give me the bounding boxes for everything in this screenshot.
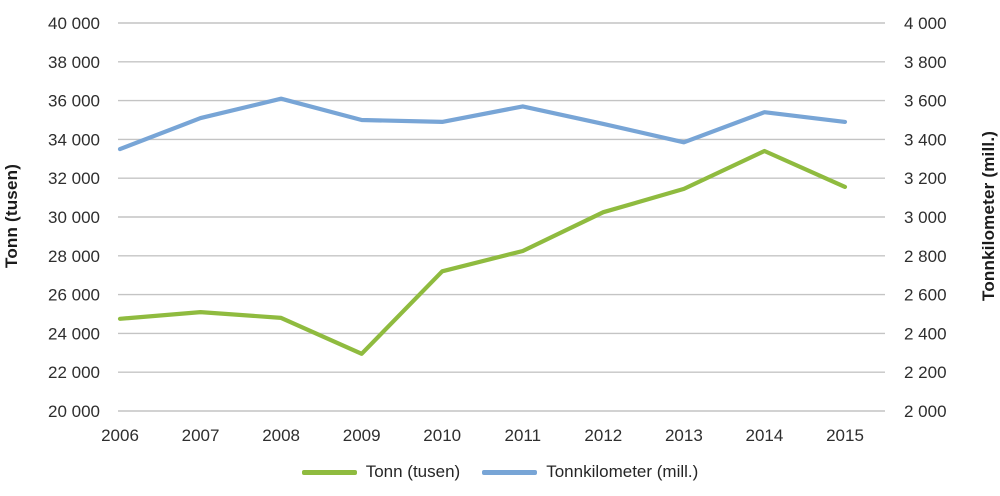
tonnkilometer-series-line — [117, 96, 848, 152]
right-axis-tick-label: 3 200 — [904, 169, 947, 188]
x-axis-year-label: 2013 — [665, 426, 703, 445]
right-axis-tick-label: 2 200 — [904, 363, 947, 382]
left-axis-tick-label: 34 000 — [48, 130, 100, 149]
left-axis-tick-label: 26 000 — [48, 286, 100, 305]
legend-label: Tonn (tusen) — [365, 462, 461, 481]
legend-label: Tonnkilometer (mill.) — [546, 462, 699, 481]
left-axis-tick-label: 40 000 — [48, 14, 100, 33]
x-axis-year-label: 2007 — [182, 426, 220, 445]
left-axis-tick-label: 30 000 — [48, 208, 100, 227]
legend-line-swatch-green — [301, 469, 357, 475]
left-axis-tick-label: 28 000 — [48, 247, 100, 266]
right-axis-tick-label: 3 000 — [904, 208, 947, 227]
chart-legend: Tonn (tusen) Tonnkilometer (mill.) — [0, 456, 1000, 488]
right-axis-tick-label: 4 000 — [904, 14, 947, 33]
left-axis-tick-label: 22 000 — [48, 363, 100, 382]
right-axis-tick-label: 2 600 — [904, 286, 947, 305]
legend-line-swatch-blue — [482, 469, 538, 475]
left-axis-tick-label: 20 000 — [48, 402, 100, 421]
x-axis-year-label: 2010 — [423, 426, 461, 445]
right-axis-tick-label: 3 800 — [904, 53, 947, 72]
x-axis-year-label: 2015 — [826, 426, 864, 445]
left-axis-tick-label: 32 000 — [48, 169, 100, 188]
legend-item-tonnkilometer: Tonnkilometer (mill.) — [482, 462, 698, 482]
x-axis-year-label: 2008 — [262, 426, 300, 445]
x-axis-year-label: 2014 — [746, 426, 784, 445]
x-axis-year-label: 2012 — [584, 426, 622, 445]
left-axis-tick-label: 38 000 — [48, 53, 100, 72]
tonn-series-line — [117, 148, 848, 356]
left-axis-title: Tonn (tusen) — [2, 163, 21, 269]
right-axis-title: Tonnkilometer (mill.) — [979, 130, 998, 302]
right-axis-tick-label: 2 000 — [904, 402, 947, 421]
left-axis-tick-label: 36 000 — [48, 92, 100, 111]
right-axis-tick-label: 2 400 — [904, 324, 947, 343]
legend-item-tonn: Tonn (tusen) — [301, 462, 461, 482]
x-axis-year-label: 2009 — [343, 426, 381, 445]
x-axis-year-label: 2006 — [101, 426, 139, 445]
x-axis-year-label: 2011 — [504, 426, 541, 445]
right-axis-tick-label: 3 400 — [904, 130, 947, 149]
right-axis-tick-label: 3 600 — [904, 92, 947, 111]
right-axis-tick-label: 2 800 — [904, 247, 947, 266]
left-axis-tick-label: 24 000 — [48, 324, 100, 343]
